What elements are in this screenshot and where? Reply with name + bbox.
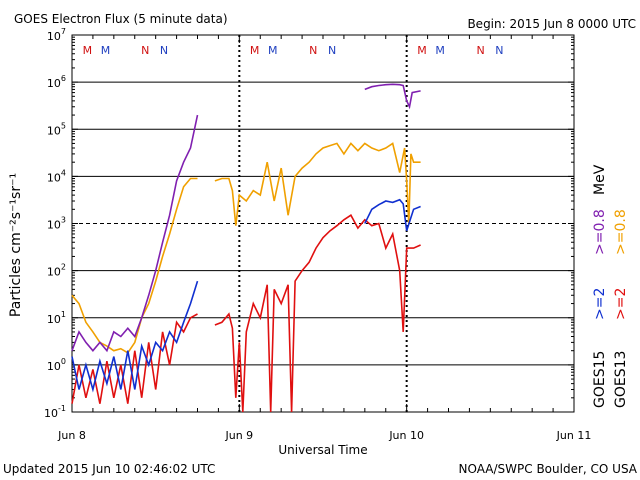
legend-goes13: GOES13 — [613, 351, 629, 408]
y-tick-label-3: 102 — [47, 263, 66, 279]
y-tick-exp: 4 — [61, 168, 66, 177]
y-tick-label-5: 104 — [47, 168, 66, 184]
legend-goes15: GOES15 — [592, 351, 608, 408]
x-axis-label: Universal Time — [278, 443, 367, 457]
series-1-segment-0 — [71, 114, 199, 353]
y-tick-base: 10 — [47, 30, 61, 43]
y-tick-label-4: 103 — [47, 216, 66, 232]
y-tick-exp: -1 — [58, 404, 66, 413]
mn-marker-11: N — [495, 44, 503, 57]
mn-marker-5: M — [268, 44, 278, 57]
mn-marker-9: M — [435, 44, 445, 57]
series-0-segment-0 — [71, 177, 198, 354]
x-tick-label-3: Jun 11 — [556, 429, 592, 442]
y-tick-exp: 5 — [61, 121, 66, 130]
chart-title: GOES Electron Flux (5 minute data) — [14, 12, 228, 26]
y-tick-base: 10 — [47, 360, 61, 373]
y-tick-exp: 6 — [61, 74, 66, 83]
legend-goes13-2: >=2 — [613, 288, 629, 320]
legend-goes13-08: >=0.8 — [613, 209, 629, 255]
y-tick-exp: 2 — [61, 263, 66, 272]
y-tick-base: 10 — [47, 77, 61, 90]
y-tick-exp: 7 — [61, 27, 66, 36]
legend-goes15-2: >=2 — [592, 288, 608, 320]
series-3-segment-0 — [71, 280, 199, 393]
mn-marker-3: N — [160, 44, 168, 57]
mn-marker-8: M — [417, 44, 427, 57]
series-2-segment-1 — [214, 214, 421, 413]
mn-marker-7: N — [328, 44, 336, 57]
credit-label: NOAA/SWPC Boulder, CO USA — [459, 462, 638, 476]
y-tick-label-1: 100 — [47, 357, 66, 373]
y-tick-base: 10 — [47, 171, 61, 184]
legend-goes15-08: >=0.8 — [592, 209, 608, 255]
legend: MeV >=0.8 >=0.8 >=2 >=2 GOES15 GOES13 — [592, 164, 629, 408]
mn-marker-1: M — [101, 44, 111, 57]
x-tick-label-1: Jun 9 — [224, 429, 253, 442]
mn-marker-4: M — [250, 44, 260, 57]
mn-marker-0: M — [83, 44, 93, 57]
y-tick-base: 10 — [47, 266, 61, 279]
y-tick-base: 10 — [47, 313, 61, 326]
legend-mev-label: MeV — [592, 164, 608, 195]
y-tick-exp: 0 — [61, 357, 66, 366]
y-tick-label-7: 106 — [47, 74, 66, 90]
series-0-segment-1 — [214, 142, 421, 226]
y-tick-label-8: 107 — [47, 27, 66, 43]
x-tick-label-0: Jun 8 — [57, 429, 86, 442]
series-2-segment-0 — [71, 313, 198, 404]
y-tick-exp: 3 — [61, 216, 66, 225]
y-tick-label-6: 105 — [47, 121, 66, 137]
mn-marker-2: N — [141, 44, 149, 57]
x-axis-ticks: Jun 8 Jun 9 Jun 10 Jun 11 — [57, 35, 591, 442]
series-3-segment-1 — [364, 198, 421, 232]
data-series — [71, 83, 421, 413]
y-axis-label: Particles cm⁻²s⁻¹sr⁻¹ — [8, 173, 24, 317]
y-tick-label-0: 10-1 — [44, 404, 66, 420]
series-1-segment-1 — [364, 83, 421, 110]
gridlines — [72, 81, 574, 366]
y-tick-label-2: 101 — [47, 310, 66, 326]
y-tick-exp: 1 — [61, 310, 66, 319]
updated-timestamp: Updated 2015 Jun 10 02:46:02 UTC — [3, 462, 215, 476]
x-tick-label-2: Jun 10 — [388, 429, 424, 442]
y-tick-base: 10 — [47, 124, 61, 137]
y-tick-base: 10 — [44, 407, 58, 420]
begin-label: Begin: 2015 Jun 8 0000 UTC — [467, 17, 636, 31]
mn-marker-6: N — [309, 44, 317, 57]
y-tick-base: 10 — [47, 219, 61, 232]
mn-marker-10: N — [476, 44, 484, 57]
